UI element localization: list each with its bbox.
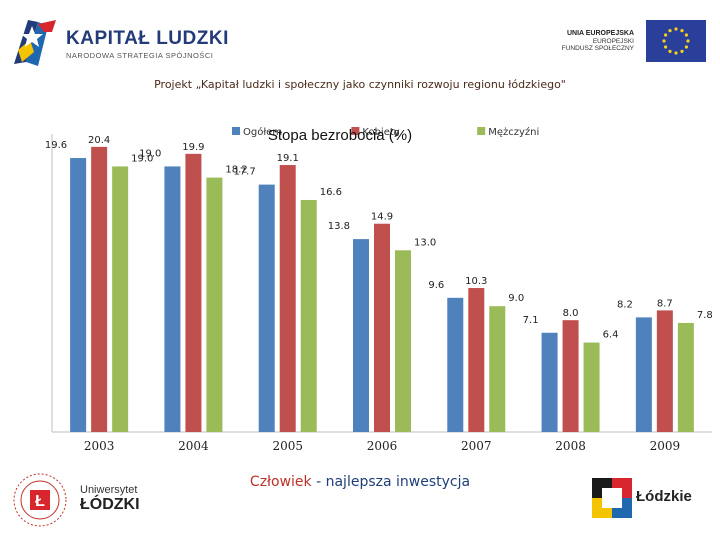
bar-mężczyźni-2003 (112, 166, 129, 432)
chart-title: Stopa bezrobocia (%) (268, 127, 412, 144)
slogan-part1: Człowiek (249, 474, 312, 490)
bar-mężczyźni-2006 (395, 250, 411, 432)
data-label-ogółem-2003: 19.6 (45, 140, 67, 151)
data-label-ogółem-2008: 7.1 (523, 315, 539, 326)
lodzkie-emblem-icon (592, 478, 632, 518)
bar-kobiety-2009 (656, 310, 673, 432)
data-label-kobiety-2008: 8.0 (563, 308, 579, 319)
bar-kobiety-2005 (279, 165, 296, 433)
data-label-ogółem-2006: 13.8 (328, 221, 350, 232)
slogan-separator: - (311, 474, 326, 490)
bar-ogółem-2003 (70, 158, 87, 432)
bar-ogółem-2004 (164, 166, 181, 432)
data-label-kobiety-2003: 20.4 (88, 135, 110, 146)
legend-label-mężczyźni: Mężczyźni (488, 126, 539, 138)
legend-swatch-ogółem (232, 127, 240, 135)
bar-kobiety-2006 (374, 223, 390, 432)
unemployment-chart: Ogółem Kobiety Mężczyźni Stopa bezrobocia … (45, 126, 713, 453)
brand-subtitle: NARODOWA STRATEGIA SPÓJNOŚCI (66, 51, 214, 60)
university-seal-icon: Ł (13, 473, 67, 527)
data-label-ogółem-2004: 19.0 (139, 148, 161, 159)
data-label-mężczyźni-2006: 13.0 (414, 237, 436, 248)
bar-ogółem-2005 (258, 184, 275, 432)
x-tick-label-2007: 2007 (461, 439, 492, 453)
kapital-ludzki-logo (8, 10, 268, 70)
legend-swatch-mężczyźni (477, 127, 486, 135)
legend-label-kobiety: Kobiety (362, 127, 399, 138)
data-label-kobiety-2006: 14.9 (371, 212, 393, 223)
data-labels-group: 19.6 20.4 19.019.0 19.9 18.217.7 19.1 16.6 13.8… (45, 135, 713, 341)
bar-ogółem-2007 (447, 297, 464, 432)
bar-mężczyźni-2009 (677, 322, 694, 432)
data-label-mężczyźni-2004: 18.2 (225, 165, 247, 176)
data-label-mężczyźni-2008: 6.4 (603, 330, 619, 341)
eu-text-block: UNIA EUROPEJSKA EUROPEJSKI FUNDUSZ SPOŁE… (494, 30, 634, 53)
data-label-kobiety-2005: 19.1 (277, 153, 299, 164)
eu-flag-icon (646, 20, 706, 62)
university-logo: Ł Uniwersytet ŁÓDZKI (10, 470, 170, 530)
data-label-ogółem-2009: 8.2 (617, 299, 633, 310)
bar-mężczyźni-2004 (206, 177, 223, 432)
x-tick-label-2006: 2006 (367, 439, 398, 453)
bar-ogółem-2008 (541, 332, 558, 432)
svg-text:Ł: Ł (35, 493, 45, 510)
data-label-mężczyźni-2003: 19.0 (131, 153, 153, 164)
bars-group (70, 146, 694, 433)
data-label-mężczyźni-2005: 16.6 (320, 187, 342, 198)
slogan: Człowiek - najlepsza inwestycja (0, 474, 720, 490)
legend-swatch-kobiety (351, 127, 360, 135)
slogan-part2: najlepsza inwestycja (325, 474, 471, 490)
data-label-kobiety-2009: 8.7 (657, 298, 673, 309)
bar-mężczyźni-2005 (300, 199, 317, 432)
x-tick-labels-group: 2003 2004 2005 2006 2007 2008 2009 (84, 439, 680, 453)
university-line2: ŁÓDZKI (80, 496, 140, 513)
region-name: Łódzkie (636, 488, 692, 505)
x-tick-label-2008: 2008 (555, 439, 586, 453)
bar-mężczyźni-2007 (489, 306, 506, 432)
data-label-mężczyźni-2009: 7.8 (697, 310, 713, 321)
data-label-ogółem-2007: 9.6 (428, 280, 444, 291)
university-line1: Uniwersytet (80, 484, 138, 496)
x-tick-label-2005: 2005 (272, 439, 303, 453)
bar-kobiety-2003 (91, 146, 108, 432)
chart-legend: Ogółem Kobiety Mężczyźni (232, 126, 539, 138)
bar-kobiety-2008 (562, 320, 579, 432)
x-tick-label-2009: 2009 (650, 439, 681, 453)
x-tick-label-2004: 2004 (178, 439, 209, 453)
bar-kobiety-2004 (185, 153, 202, 432)
lodzkie-logo: Łódzkie (592, 474, 720, 524)
data-label-ogółem-2005: 17.7 (233, 167, 255, 178)
bar-mężczyźni-2008 (583, 342, 600, 432)
bar-ogółem-2006 (353, 239, 369, 432)
data-label-kobiety-2007: 10.3 (465, 276, 487, 287)
brand-title: KAPITAŁ LUDZKI (66, 28, 229, 49)
eu-line3: FUNDUSZ SPOŁECZNY (561, 45, 634, 52)
data-label-kobiety-2004: 19.9 (182, 142, 204, 153)
bar-kobiety-2007 (468, 288, 485, 432)
eu-line1: UNIA EUROPEJSKA (566, 30, 634, 37)
legend-label-ogółem: Ogółem (243, 126, 282, 138)
eu-line2: EUROPEJSKI (592, 37, 634, 45)
kapital-ludzki-emblem-icon (12, 14, 58, 68)
data-label-mężczyźni-2007: 9.0 (508, 293, 524, 304)
x-tick-label-2003: 2003 (84, 439, 115, 453)
bar-ogółem-2009 (635, 317, 652, 432)
project-title: Projekt „Kapitał ludzki i społeczny jako… (154, 78, 566, 91)
